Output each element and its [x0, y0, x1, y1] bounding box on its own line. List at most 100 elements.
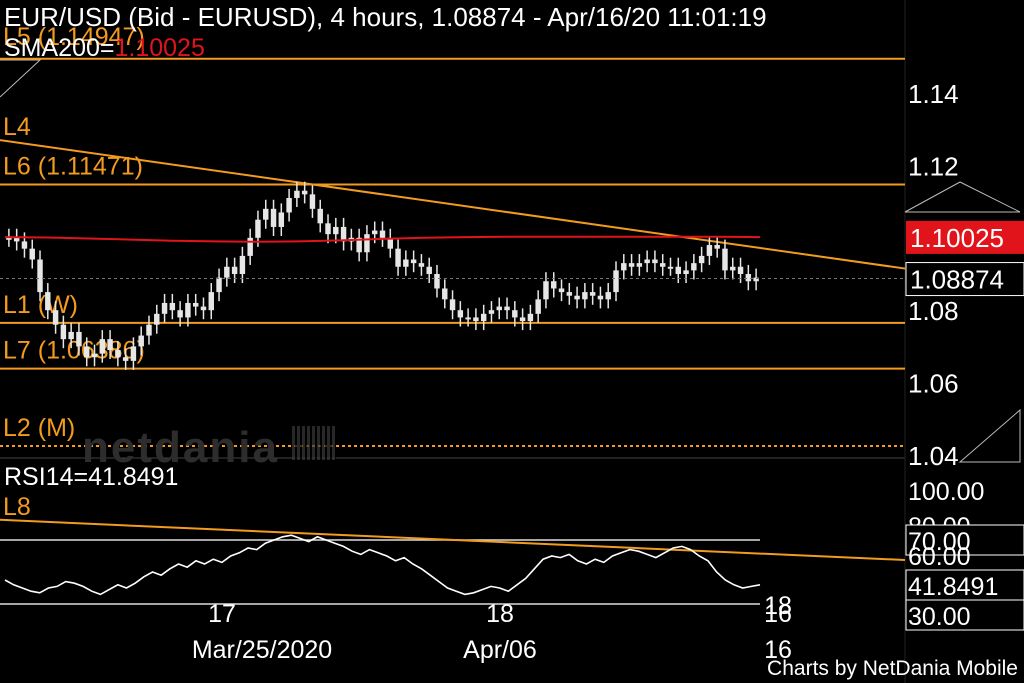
level-label: L4	[3, 113, 31, 141]
candle-body	[333, 226, 339, 235]
candle-body	[457, 310, 464, 318]
time-tick-label: 17	[208, 600, 236, 628]
sma200-line	[4, 235, 761, 243]
sma-price-box	[906, 220, 1024, 254]
candle-body	[278, 212, 285, 227]
candle-body	[410, 259, 417, 264]
candle-body	[286, 197, 292, 213]
candle-body	[737, 266, 744, 274]
netdania-watermark: netdania	[82, 423, 279, 472]
candle-body	[45, 292, 51, 311]
rsi-tick-label: 60.00	[908, 543, 971, 571]
time-tick-label: 18	[764, 592, 792, 620]
candle-body	[753, 277, 759, 282]
credit-text: Charts by NetDania Mobile	[767, 657, 1018, 680]
rsi-tick-box	[905, 569, 1024, 601]
candle-body	[371, 230, 378, 235]
candle-body	[294, 190, 300, 198]
candle-body	[169, 302, 176, 311]
candle-body	[395, 248, 401, 267]
price-tick-label: 1.14	[908, 79, 959, 109]
candle-body	[224, 266, 230, 278]
last-price-box	[905, 262, 1024, 297]
candle-body	[185, 302, 191, 318]
price-axis: 1.14 1.12 1.08 1.06 1.04	[908, 79, 959, 471]
candle-body	[301, 190, 308, 195]
rsi-tick-label: 100.00	[908, 478, 984, 506]
candle-body	[628, 263, 635, 267]
price-axis-decor	[0, 59, 1021, 463]
rsi-tick-box	[905, 599, 1024, 631]
candle-body	[659, 263, 666, 267]
candle-body	[68, 331, 74, 340]
candle-body	[146, 324, 152, 336]
candle-body	[543, 281, 549, 300]
candle-body	[154, 313, 160, 325]
candle-body	[317, 208, 323, 224]
watermark-grid-icon	[292, 426, 336, 460]
candle-body	[574, 295, 580, 300]
candle-body	[216, 277, 222, 293]
candle-body	[239, 255, 246, 274]
candle-body	[379, 230, 386, 238]
rsi-level-label: L8	[3, 493, 31, 521]
trend-lines	[0, 139, 906, 270]
candle-body	[247, 237, 253, 256]
candle-body	[566, 292, 573, 296]
price-tick-label: 1.12	[908, 151, 959, 181]
candle-body	[208, 292, 214, 311]
rsi-tick-label: 41.8491	[908, 573, 998, 601]
level-label: L2 (M)	[3, 414, 75, 442]
candle-body	[122, 357, 129, 361]
candle-body	[582, 292, 588, 300]
candle-body	[340, 226, 347, 242]
level-label: L7 (1.06386)	[3, 337, 145, 365]
candle-body	[29, 248, 35, 260]
candle-body	[200, 306, 207, 311]
rsi-line	[4, 534, 761, 596]
candle-body	[551, 281, 557, 289]
price-tick-label: 1.04	[908, 441, 959, 471]
candle-body	[442, 288, 448, 300]
candle-body	[76, 331, 82, 347]
candle-body	[636, 263, 643, 267]
rsi-tick-box	[905, 524, 1024, 556]
candle-body	[426, 266, 432, 274]
chart-title: EUR/USD (Bid - EURUSD), 4 hours, 1.08874…	[4, 2, 767, 32]
candle-body	[231, 266, 238, 274]
candle-body	[52, 310, 59, 325]
candle-body	[130, 346, 137, 361]
candle-body	[480, 313, 487, 322]
candle-body	[177, 310, 183, 318]
last-price-text: 1.08874	[910, 265, 1004, 295]
candle-body	[434, 274, 440, 289]
candle-body	[714, 245, 720, 249]
candle-body	[99, 339, 106, 354]
time-date-label: 16	[764, 636, 792, 664]
candle-body	[21, 241, 28, 249]
candle-body	[488, 310, 495, 314]
candle-body	[37, 259, 43, 293]
rsi-tick-label: 30.00	[908, 603, 971, 631]
time-tick-label: 18	[486, 600, 514, 628]
time-date-label: Mar/25/2020	[192, 636, 332, 664]
candle-body	[722, 248, 728, 271]
candle-body	[356, 237, 362, 253]
candle-body	[115, 350, 121, 358]
candle-body	[84, 346, 90, 358]
candle-body	[449, 299, 456, 311]
rsi-legend: RSI14=41.8491	[4, 463, 179, 491]
candle-body	[621, 263, 627, 271]
candle-body	[605, 292, 611, 300]
candle-body	[192, 302, 199, 307]
candle-body	[597, 295, 604, 300]
candle-body	[652, 259, 658, 264]
candle-body	[473, 317, 479, 322]
candle-body	[496, 306, 502, 311]
candle-body	[107, 339, 113, 351]
candle-body	[403, 259, 409, 267]
candle-body	[683, 270, 689, 274]
